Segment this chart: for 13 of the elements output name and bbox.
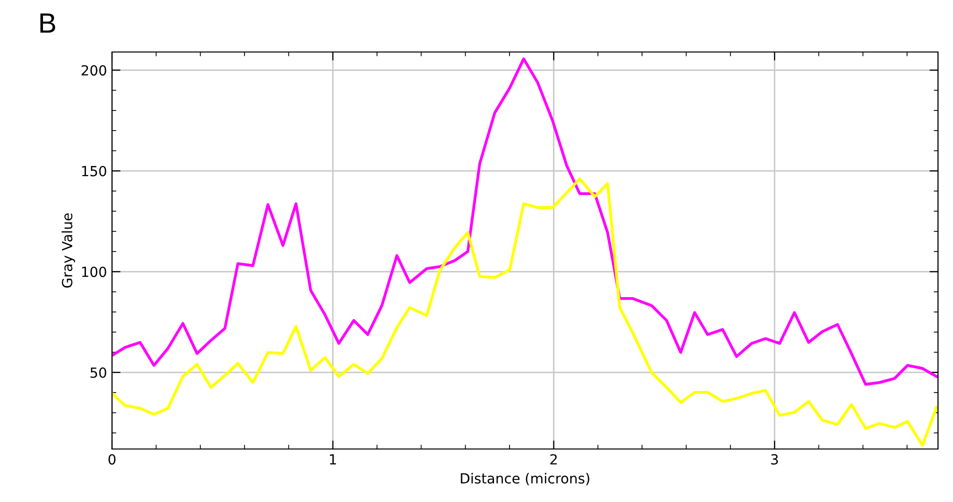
line-series xyxy=(112,57,938,386)
x-axis-title: Distance (microns) xyxy=(460,472,590,486)
x-tick-label: 3 xyxy=(771,454,778,465)
y-tick-label: 100 xyxy=(82,266,106,278)
x-tick-label: 0 xyxy=(108,454,116,465)
y-tick-label: 150 xyxy=(82,166,106,176)
x-tick-label: 2 xyxy=(550,454,557,464)
y-tick-label: 200 xyxy=(82,65,106,76)
line-series xyxy=(112,177,938,447)
text: B xyxy=(40,14,56,33)
x-tick-label: 1 xyxy=(330,454,336,464)
y-tick-label: 50 xyxy=(90,367,106,378)
y-axis-title: Gray Value xyxy=(62,213,76,288)
